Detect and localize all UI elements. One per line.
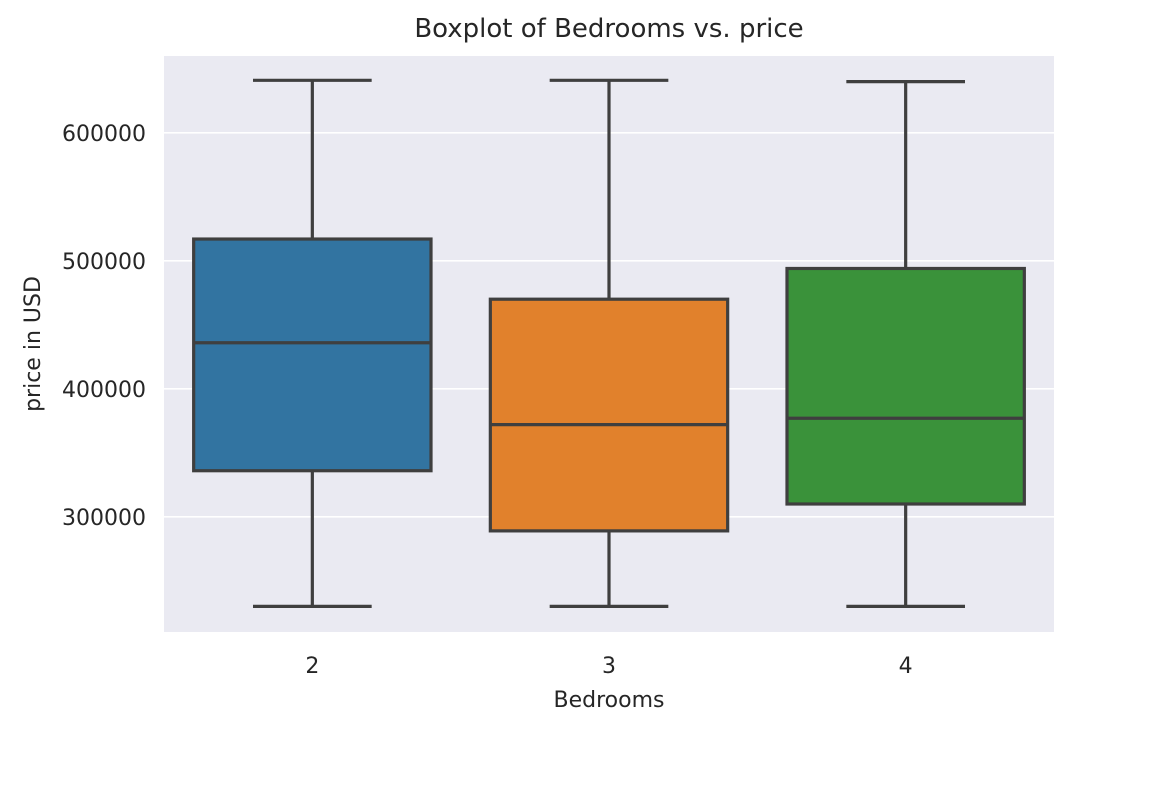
x-axis-ticks: 2 3 4	[305, 654, 912, 679]
x-tick-label: 3	[602, 654, 616, 679]
box-body	[785, 266, 1026, 506]
box-2	[192, 78, 433, 609]
y-tick-label: 600000	[62, 122, 146, 147]
y-axis-ticks: 300000 400000 500000 600000	[62, 122, 146, 531]
y-tick-label: 300000	[62, 506, 146, 531]
box-body	[192, 237, 433, 473]
x-tick-label: 2	[305, 654, 319, 679]
x-axis-label: Bedrooms	[554, 688, 665, 713]
chart-title: Boxplot of Bedrooms vs. price	[414, 14, 803, 44]
y-axis-label: price in USD	[21, 276, 46, 412]
boxes	[192, 78, 1026, 609]
box-body	[488, 297, 730, 533]
y-tick-label: 400000	[62, 378, 146, 403]
x-tick-label: 4	[899, 654, 913, 679]
box-4	[785, 79, 1026, 609]
box-3	[488, 78, 730, 609]
y-tick-label: 500000	[62, 250, 146, 275]
